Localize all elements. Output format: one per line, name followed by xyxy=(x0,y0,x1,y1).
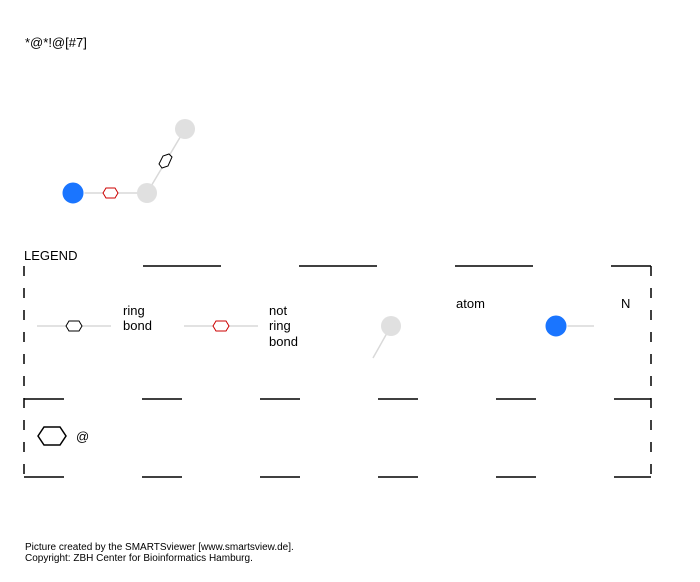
smarts-string: *@*!@[#7] xyxy=(25,35,87,50)
legend: LEGEND ring bond not ring bond atom N @ xyxy=(23,248,652,478)
legend-ring-bond-label: ring xyxy=(123,303,145,318)
legend-frame xyxy=(23,265,652,478)
generic-atom xyxy=(137,183,157,203)
nitrogen-atom xyxy=(61,181,85,205)
legend-not-ring-bond-label: bond xyxy=(269,334,298,349)
not-ring-bond-marker xyxy=(102,187,119,199)
molecule xyxy=(61,119,195,205)
legend-generic-atom xyxy=(381,316,401,336)
legend-title: LEGEND xyxy=(24,248,77,263)
legend-ring-symbol xyxy=(37,426,67,446)
legend-not-ring-bond-label: not xyxy=(269,303,287,318)
legend-ring-bond-label: bond xyxy=(123,318,152,333)
generic-atom xyxy=(175,119,195,139)
ring-bond-marker xyxy=(158,153,173,169)
legend-ring-symbol-label: @ xyxy=(76,429,89,444)
legend-atom-label: atom xyxy=(456,296,485,311)
legend-not-ring-bond-label: ring xyxy=(269,318,291,333)
legend-nitrogen-atom xyxy=(544,314,568,338)
footer-credit: Picture created by the SMARTSviewer [www… xyxy=(25,542,294,553)
legend-nitrogen-label: N xyxy=(621,296,630,311)
legend-ring-bond-marker xyxy=(65,320,83,332)
footer-copyright: Copyright: ZBH Center for Bioinformatics… xyxy=(25,553,253,564)
legend-not-ring-bond-marker xyxy=(212,320,230,332)
